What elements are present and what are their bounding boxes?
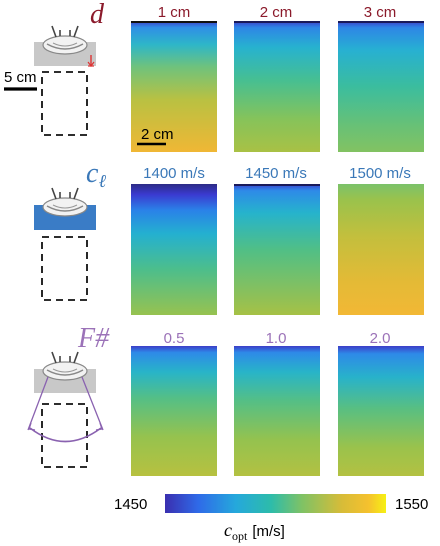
colorbar: 1450 1550 copt [m/s] bbox=[114, 494, 428, 543]
panel-fnum-1.0 bbox=[234, 346, 320, 476]
side-scale-label: 5 cm bbox=[4, 69, 37, 86]
param-symbol-cl: cℓ bbox=[86, 158, 106, 191]
schematic-fnum bbox=[27, 351, 104, 468]
col-label-1450: 1450 m/s bbox=[245, 165, 307, 182]
transducer-icon bbox=[42, 35, 88, 55]
col-label-0.5: 0.5 bbox=[164, 330, 185, 347]
transducer-icon bbox=[42, 197, 88, 217]
colorbar-gradient bbox=[165, 494, 386, 513]
panel-d-1cm bbox=[131, 21, 217, 152]
col-label-1400: 1400 m/s bbox=[143, 165, 205, 182]
row-cl: cℓ 1400 m/s 1450 m/s 1500 m/s bbox=[34, 158, 424, 315]
colorbar-max-label: 1550 bbox=[395, 496, 428, 513]
angle-arc-icon bbox=[29, 427, 102, 443]
col-label-1cm: 1 cm bbox=[158, 4, 191, 21]
param-symbol-d: d bbox=[90, 0, 105, 30]
schematic-d bbox=[4, 25, 96, 136]
imaging-region bbox=[41, 71, 88, 136]
panel-fnum-2.0 bbox=[338, 346, 424, 476]
panel-cl-1450 bbox=[234, 184, 320, 315]
aperture-line-left bbox=[27, 376, 49, 431]
col-label-1.0: 1.0 bbox=[266, 330, 287, 347]
imaging-region bbox=[41, 236, 88, 301]
scale-label-2cm: 2 cm bbox=[141, 126, 174, 143]
panel-d-2cm bbox=[234, 21, 320, 152]
schematic-cl bbox=[34, 187, 96, 301]
row-fnum: F# 0.5 1.0 2.0 bbox=[27, 323, 424, 476]
colorbar-axis-label: copt [m/s] bbox=[224, 520, 285, 543]
colorbar-min-label: 1450 bbox=[114, 496, 147, 513]
param-symbol-fnum: F# bbox=[77, 323, 110, 354]
col-label-2.0: 2.0 bbox=[370, 330, 391, 347]
panel-cl-1500 bbox=[338, 184, 424, 315]
imaging-region bbox=[41, 403, 88, 468]
aperture-line-right bbox=[81, 376, 104, 431]
col-label-2cm: 2 cm bbox=[260, 4, 293, 21]
transducer-icon bbox=[42, 361, 88, 381]
panel-d-3cm bbox=[338, 21, 424, 152]
panel-fnum-0.5 bbox=[131, 346, 217, 476]
col-label-1500: 1500 m/s bbox=[349, 165, 411, 182]
col-label-3cm: 3 cm bbox=[364, 4, 397, 21]
row-d: 5 cm d 1 cm 2 cm 3 cm 2 cm bbox=[4, 0, 424, 152]
panel-cl-1400 bbox=[131, 184, 217, 315]
